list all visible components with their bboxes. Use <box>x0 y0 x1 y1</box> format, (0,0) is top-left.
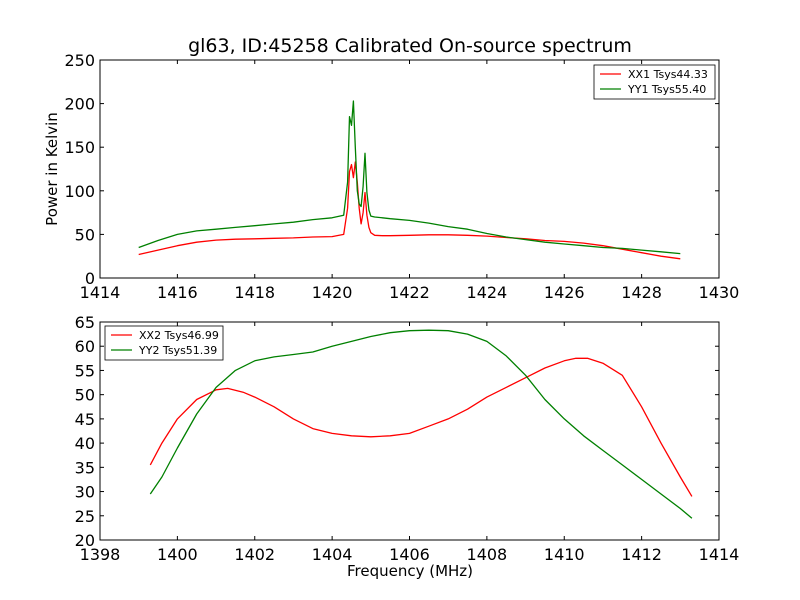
x-tick-label: 1416 <box>157 283 198 302</box>
x-tick-label: 1420 <box>312 283 353 302</box>
y-tick-label: 35 <box>75 458 95 477</box>
x-tick-label: 1408 <box>467 545 508 564</box>
series-line-1-2 <box>138 100 681 255</box>
y-tick-label: 150 <box>64 138 95 157</box>
chart-title: gl63, ID:45258 Calibrated On-source spec… <box>188 35 632 57</box>
x-tick-label: 1412 <box>621 545 662 564</box>
legend: XX2 Tsys46.99 YY2 Tsys51.39 <box>104 325 224 361</box>
legend-box <box>593 64 716 100</box>
subplot-1: 1414 1416 1418 1420 1422 1424 1426 1428 1430 0 50 1… <box>43 51 739 302</box>
x-tick-label: 1410 <box>544 545 585 564</box>
y-tick-label: 200 <box>64 95 95 114</box>
y-tick-label: 250 <box>64 51 95 70</box>
y-tick-label: 60 <box>75 337 95 356</box>
series-line-1-1 <box>138 161 681 260</box>
legend-label: YY2 Tsys51.39 <box>138 344 217 357</box>
y-tick-label: 30 <box>75 483 95 502</box>
y-tick-label: 55 <box>75 361 95 380</box>
x-axis-label: Frequency (MHz) <box>347 562 473 580</box>
x-tick-label: 1402 <box>234 545 275 564</box>
legend: XX1 Tsys44.33 YY1 Tsys55.40 <box>593 64 716 100</box>
y-tick-label: 45 <box>75 410 95 429</box>
legend-label: XX2 Tsys46.99 <box>139 329 219 342</box>
x-tick-label: 1400 <box>157 545 198 564</box>
y-tick-label: 65 <box>75 313 95 332</box>
y-tick-label: 50 <box>75 386 95 405</box>
series-line-2-2 <box>149 329 693 519</box>
legend-label: XX1 Tsys44.33 <box>628 68 708 81</box>
plots: 1414 1416 1418 1420 1422 1424 1426 1428 14300501… <box>43 51 739 564</box>
x-tick-label: 1426 <box>544 283 585 302</box>
x-tick-label: 1414 <box>80 283 121 302</box>
y-tick-label: 100 <box>64 182 95 201</box>
y-axis-label: Power in Kelvin <box>43 112 61 226</box>
x-tick-label: 1418 <box>234 283 275 302</box>
y-tick-label: 0 <box>85 269 95 288</box>
x-tick-label: 1414 <box>699 545 740 564</box>
y-tick-label: 40 <box>75 434 95 453</box>
x-tick-label: 1424 <box>467 283 508 302</box>
x-tick-label: 1404 <box>312 545 353 564</box>
subplot-2: 1398 1400 1402 1404 1406 1408 1410 1412 1414 20 25… <box>75 313 740 564</box>
x-tick-label: 1398 <box>80 545 121 564</box>
x-tick-label: 1406 <box>389 545 430 564</box>
legend-box <box>104 325 224 361</box>
series-line-2-1 <box>149 357 693 497</box>
x-tick-label: 1428 <box>621 283 662 302</box>
legend-label: YY1 Tsys55.40 <box>627 83 706 96</box>
x-tick-label: 1422 <box>389 283 430 302</box>
y-tick-label: 20 <box>75 531 95 550</box>
x-tick-label: 1430 <box>699 283 740 302</box>
y-tick-label: 50 <box>75 225 95 244</box>
y-tick-label: 25 <box>75 507 95 526</box>
